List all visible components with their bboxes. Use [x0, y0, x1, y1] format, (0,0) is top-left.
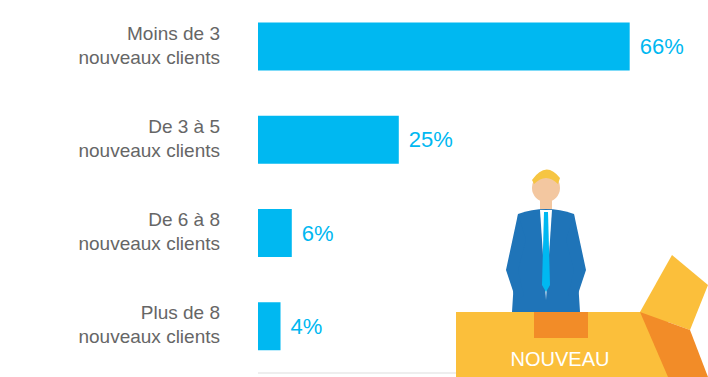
svg-text:NOUVEAU: NOUVEAU [511, 348, 610, 370]
svg-text:4%: 4% [291, 314, 323, 339]
svg-text:De 3 à 5nouveaux clients: De 3 à 5nouveaux clients [78, 116, 220, 161]
svg-text:De 6 à 8nouveaux clients: De 6 à 8nouveaux clients [78, 209, 220, 254]
svg-text:Plus de 8nouveaux clients: Plus de 8nouveaux clients [78, 302, 220, 347]
svg-text:Moins de 3nouveaux clients: Moins de 3nouveaux clients [78, 23, 220, 68]
svg-text:25%: 25% [409, 127, 453, 152]
svg-text:66%: 66% [640, 34, 684, 59]
svg-text:6%: 6% [302, 221, 334, 246]
